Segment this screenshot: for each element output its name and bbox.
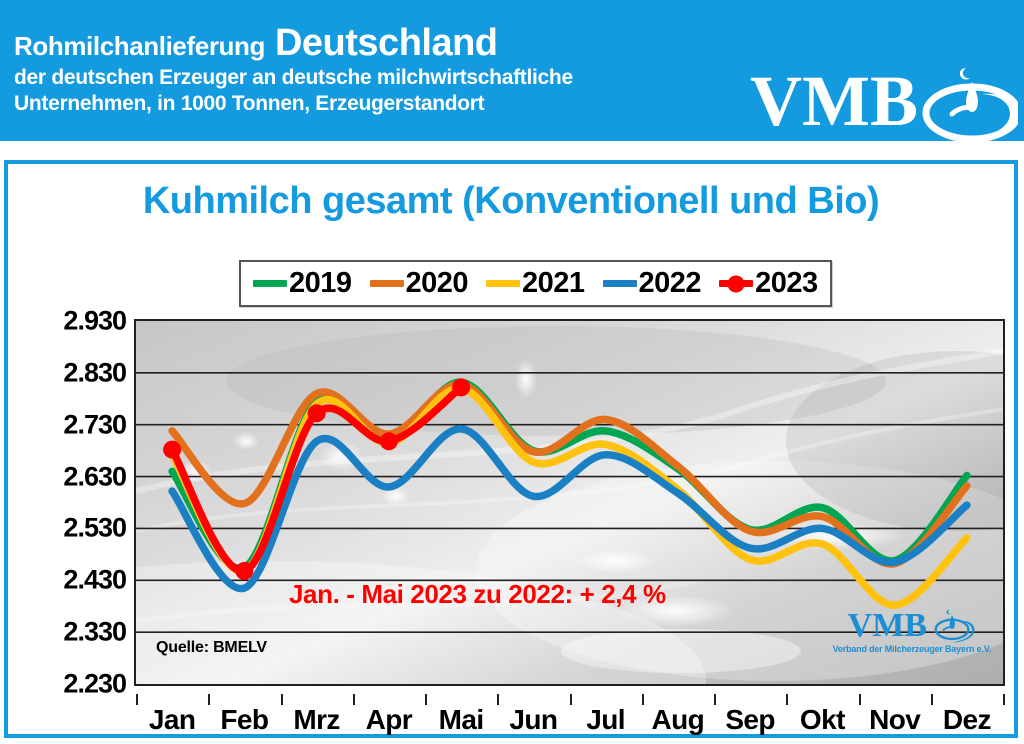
legend-label-2021: 2021: [522, 267, 585, 299]
x-axis-tickmark: [352, 694, 355, 705]
x-axis-tick-Jun: Jun: [509, 704, 558, 735]
legend-swatch-2023: [719, 280, 754, 287]
legend-label-2020: 2020: [405, 267, 469, 299]
x-axis-tick-Jul: Jul: [586, 704, 625, 735]
y-axis-labels: 2.930 2.830 2.730 2.630 2.530 2.430 2.330 2.230: [8, 306, 127, 699]
chart-title: Kuhmilch gesamt (Konventionell und Bio): [142, 180, 880, 222]
x-axis-tickmark: [1003, 694, 1005, 705]
x-axis-tickmark: [497, 694, 500, 705]
x-axis-tick-Dez: Dez: [942, 704, 992, 735]
x-axis-tick-Sep: Sep: [725, 704, 775, 735]
header-title-country: Deutschland: [274, 22, 498, 64]
x-axis-tick-Feb: Feb: [220, 704, 269, 735]
x-axis-tick-Mai: Mai: [438, 704, 484, 735]
x-axis-tickmark: [858, 694, 861, 705]
legend-label-2019: 2019: [289, 267, 352, 299]
vmb-logo-text: VMB: [750, 61, 918, 141]
legend-item-2023[interactable]: 2023: [719, 267, 818, 300]
x-axis-tickmark: [425, 694, 427, 705]
header-title-prefix: Rohmilchanlieferung: [14, 31, 265, 61]
plot-series: [163, 378, 971, 609]
x-axis-tickmark: [208, 694, 211, 705]
vmb-logo: VMB: [750, 58, 1022, 141]
legend-item-2020[interactable]: 2020: [369, 267, 469, 300]
x-axis-tick-Jan: Jan: [148, 704, 196, 735]
y-axis-tick-2330: 2.330: [63, 616, 127, 647]
y-axis-tick-2730: 2.730: [63, 409, 127, 440]
y-axis-tick-2830: 2.830: [63, 357, 127, 388]
y-axis-tick-2530: 2.530: [63, 512, 127, 543]
vmb-droplet-icon: [922, 58, 1022, 141]
legend-item-2021[interactable]: 2021: [486, 267, 585, 300]
x-axis-tickmark: [641, 694, 644, 705]
x-axis-tick-Nov: Nov: [869, 704, 921, 735]
x-axis-tickmark: [930, 694, 933, 705]
header-subtitle-line1: der deutschen Erzeuger an deutsche milch…: [14, 65, 573, 89]
legend-swatch-2021: [486, 280, 521, 287]
header-subtitle-line2: Unternehmen, in 1000 Tonnen, Erzeugersta…: [14, 92, 485, 116]
x-axis-labels: Jan Feb Mrz Apr Mai Jun Jul Aug Sep Okt Nov Dez: [134, 694, 1005, 738]
header-text-block: Rohmilchanlieferung Deutschland der deuts…: [14, 22, 774, 118]
y-axis-tick-2930: 2.930: [63, 305, 127, 336]
chart-frame: Kuhmilch gesamt (Konventionell und Bio) …: [4, 160, 1018, 738]
legend-item-2019[interactable]: 2019: [253, 267, 352, 300]
y-axis-tick-2430: 2.430: [63, 564, 127, 595]
y-axis-tick-2230: 2.230: [63, 668, 127, 699]
x-axis-tickmark: [136, 694, 138, 705]
plot-wrapper: Jan. - Mai 2023 zu 2022: + 2,4 % Quelle:…: [134, 319, 1005, 686]
x-axis-tickmark: [786, 694, 789, 705]
x-axis-tickmark: [280, 694, 283, 705]
header-title-line: Rohmilchanlieferung Deutschland: [14, 22, 774, 65]
plot-area: [134, 319, 1005, 686]
x-axis-tick-Aug: Aug: [651, 704, 705, 735]
x-axis-tick-Mrz: Mrz: [293, 704, 340, 735]
legend-swatch-2020: [369, 280, 404, 287]
x-axis-tickmark: [569, 694, 572, 705]
header-band: Rohmilchanlieferung Deutschland der deuts…: [0, 0, 1024, 141]
legend-swatch-2022: [602, 280, 637, 287]
chart-legend: 2019 2020 2021 2022 2023: [239, 260, 832, 307]
legend-label-2023: 2023: [755, 267, 818, 299]
y-axis-tick-2630: 2.630: [63, 461, 127, 492]
x-axis-tick-Apr: Apr: [365, 704, 413, 735]
legend-item-2022[interactable]: 2022: [602, 267, 702, 300]
x-axis-tickmark: [714, 694, 716, 705]
legend-swatch-2019: [253, 280, 287, 287]
x-axis-tick-Okt: Okt: [799, 704, 845, 735]
legend-label-2022: 2022: [638, 267, 702, 299]
